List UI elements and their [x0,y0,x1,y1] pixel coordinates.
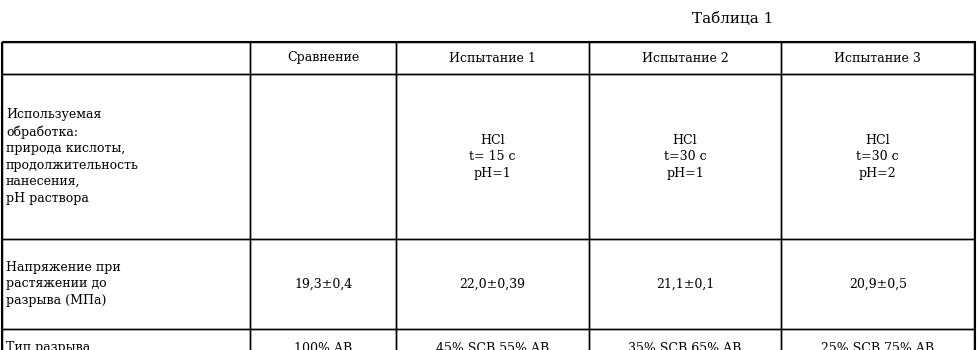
Bar [396,42,589,74]
Bar [782,74,974,239]
Text: Используемая
обработка:
природа кислоты,
продолжительность
нанесения,
рН раствор: Используемая обработка: природа кислоты,… [6,108,139,205]
Text: Испытание 1: Испытание 1 [449,51,535,64]
Bar [250,74,396,239]
Bar [589,329,782,350]
Text: 19,3±0,4: 19,3±0,4 [294,278,353,290]
Text: Испытание 3: Испытание 3 [834,51,921,64]
Text: Тип разрыва: Тип разрыва [6,342,90,350]
Text: Испытание 2: Испытание 2 [642,51,729,64]
Text: 25% SCB 75% AB: 25% SCB 75% AB [821,342,934,350]
Text: HCl
t=30 с
pH=2: HCl t=30 с pH=2 [857,133,899,180]
Text: 100% AB: 100% AB [294,342,353,350]
Text: 35% SCB 65% AB: 35% SCB 65% AB [628,342,742,350]
Text: Таблица 1: Таблица 1 [692,12,774,26]
Bar [396,329,589,350]
Bar [250,239,396,329]
Bar [782,42,974,74]
Bar [589,74,782,239]
Bar [589,42,782,74]
Text: 21,1±0,1: 21,1±0,1 [656,278,714,290]
Bar [250,42,396,74]
Bar [2,74,250,239]
Text: HCl
t=30 с
pH=1: HCl t=30 с pH=1 [663,133,706,180]
Bar [2,239,250,329]
Bar [2,42,250,74]
Bar [589,239,782,329]
Bar [250,329,396,350]
Text: Сравнение: Сравнение [287,51,360,64]
Bar [396,239,589,329]
Text: 20,9±0,5: 20,9±0,5 [849,278,907,290]
Bar [396,74,589,239]
Bar [2,329,250,350]
Bar [782,239,974,329]
Text: Напряжение при
растяжении до
разрыва (МПа): Напряжение при растяжении до разрыва (МП… [6,261,121,307]
Text: 45% SCB 55% AB: 45% SCB 55% AB [436,342,549,350]
Text: 22,0±0,39: 22,0±0,39 [459,278,526,290]
Text: HCl
t= 15 с
pH=1: HCl t= 15 с pH=1 [469,133,516,180]
Bar [782,329,974,350]
